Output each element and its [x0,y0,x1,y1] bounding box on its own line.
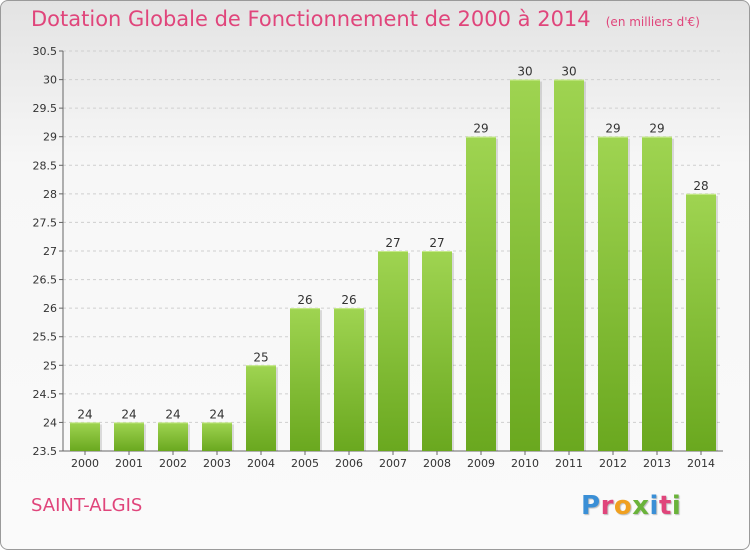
y-tick-label: 30.5 [33,45,58,58]
bar-value-label: 26 [297,293,312,307]
bar-value-label: 26 [341,293,356,307]
bar-2005 [290,308,320,451]
y-tick-label: 25 [43,359,57,372]
x-tick-label: 2003 [203,457,231,470]
x-tick-label: 2006 [335,457,363,470]
x-tick-label: 2002 [159,457,187,470]
chart-title: Dotation Globale de Fonctionnement de 20… [31,7,700,31]
logo-letter: r [600,491,614,521]
bar-value-label: 29 [605,122,620,136]
y-tick-label: 27 [43,245,57,258]
bar-value-label: 27 [385,236,400,250]
bar-2008 [422,251,452,451]
y-tick-label: 25.5 [33,331,58,344]
bar-2007 [378,251,408,451]
bar-2001 [114,422,144,451]
bar-2010 [510,79,540,452]
bar-value-label: 24 [165,407,180,421]
bar-2014 [686,193,716,451]
y-tick-label: 28.5 [33,159,58,172]
y-tick-label: 28 [43,188,57,201]
bar-value-label: 24 [121,407,136,421]
y-tick-label: 30 [43,74,57,87]
x-tick-label: 2008 [423,457,451,470]
y-tick-label: 29 [43,131,57,144]
proxiti-logo: Proxiti [581,491,681,521]
y-tick-label: 26.5 [33,274,58,287]
bar-value-label: 30 [561,65,576,79]
x-tick-label: 2012 [599,457,627,470]
x-tick-label: 2004 [247,457,275,470]
logo-letter: i [649,491,659,521]
bar-2002 [158,422,188,451]
bar-value-label: 24 [209,407,224,421]
y-tick-label: 27.5 [33,216,58,229]
x-tick-label: 2005 [291,457,319,470]
bar-value-label: 24 [77,407,92,421]
x-tick-label: 2007 [379,457,407,470]
logo-letter: i [671,491,682,521]
x-tick-label: 2010 [511,457,539,470]
y-tick-label: 24.5 [33,388,58,401]
bars [70,79,718,452]
bar-2012 [598,136,628,451]
bar-2006 [334,308,364,451]
x-tick-label: 2000 [71,457,99,470]
bar-2011 [554,79,584,452]
logo-letter: P [581,491,601,521]
bar-value-label: 28 [693,179,708,193]
logo-letter: t [658,491,672,521]
bar-2009 [466,136,496,451]
x-tick-label: 2013 [643,457,671,470]
bar-value-label: 27 [429,236,444,250]
bar-value-label: 30 [517,65,532,79]
bar-value-label: 25 [253,350,268,364]
logo-letter: x [632,491,650,521]
y-tick-label: 29.5 [33,102,58,115]
bar-2000 [70,422,100,451]
y-tick-label: 26 [43,302,57,315]
y-tick-label: 23.5 [33,445,58,458]
y-tick-label: 24 [43,416,57,429]
x-tick-label: 2011 [555,457,583,470]
labels: 24 2000 24 2001 24 2002 24 2003 25 2004 26 2005 26 20… [71,65,715,470]
x-tick-label: 2009 [467,457,495,470]
bar-2013 [642,136,672,451]
x-tick-label: 2014 [687,457,715,470]
bar-value-label: 29 [473,122,488,136]
chart-unit-text: (en milliers d'€) [605,15,700,29]
chart-title-text: Dotation Globale de Fonctionnement de 20… [31,7,591,31]
bar-2004 [246,365,276,451]
bar-2003 [202,422,232,451]
x-tick-label: 2001 [115,457,143,470]
bar-value-label: 29 [649,122,664,136]
logo-letter: o [613,491,633,521]
commune-name: SAINT-ALGIS [31,495,143,516]
